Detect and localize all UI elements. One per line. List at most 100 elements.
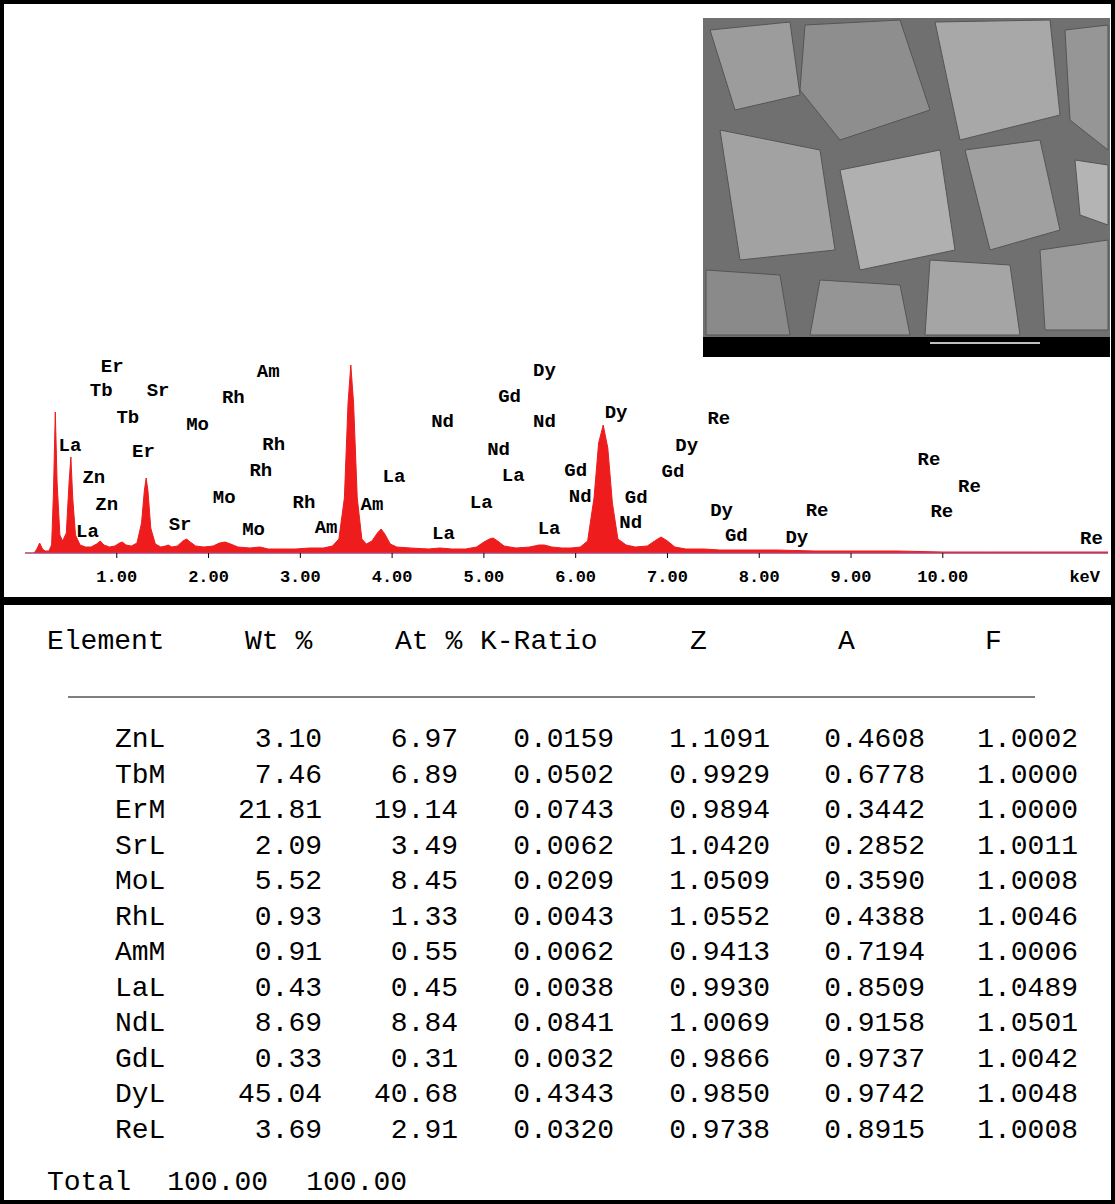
value-cell: 0.9894	[669, 795, 770, 826]
value-cell: 0.0320	[513, 1115, 614, 1146]
peak-label: La	[538, 518, 561, 540]
sem-grain	[935, 20, 1060, 140]
value-cell: 19.14	[374, 795, 458, 826]
x-tick-label: 8.00	[739, 568, 780, 587]
sem-grain	[1075, 160, 1108, 225]
value-cell: 0.0062	[513, 831, 614, 862]
peak-label: Dy	[785, 527, 808, 549]
x-tick	[942, 553, 943, 558]
value-cell: 3.49	[391, 831, 458, 862]
element-cell: NdL	[115, 1008, 165, 1039]
value-cell: 0.3590	[824, 866, 925, 897]
value-cell: 0.4608	[824, 724, 925, 755]
element-cell: ErM	[115, 795, 165, 826]
x-tick	[392, 553, 393, 558]
peak-label: La	[59, 435, 82, 457]
column-header: A	[838, 626, 855, 657]
value-cell: 0.0038	[513, 973, 614, 1004]
column-header: At %	[395, 626, 462, 657]
sem-grain	[800, 20, 930, 140]
peak-label: Re	[930, 501, 953, 523]
value-cell: 3.69	[255, 1115, 322, 1146]
value-cell: 0.9738	[669, 1115, 770, 1146]
value-cell: 1.33	[391, 902, 458, 933]
value-cell: 2.09	[255, 831, 322, 862]
value-cell: 0.33	[255, 1044, 322, 1075]
peak-label: La	[432, 523, 455, 545]
value-cell: 1.0552	[669, 902, 770, 933]
sem-scale-bar	[930, 342, 1040, 344]
x-axis-line	[25, 552, 1108, 554]
peak-label: Rh	[293, 492, 316, 514]
value-cell: 21.81	[238, 795, 322, 826]
value-cell: 0.91	[255, 937, 322, 968]
value-cell: 0.0062	[513, 937, 614, 968]
value-cell: 1.0000	[977, 795, 1078, 826]
peak-label: Re	[1080, 528, 1103, 550]
peak-label: Re	[918, 449, 941, 471]
peak-label: Gd	[625, 487, 648, 509]
peak-label: Er	[101, 356, 124, 378]
x-tick	[851, 553, 852, 558]
x-tick-label: 7.00	[647, 568, 688, 587]
peak-label: Nd	[487, 439, 510, 461]
peak-label: Tb	[116, 407, 139, 429]
x-tick-label: 2.00	[188, 568, 229, 587]
table: ElementWt %At %K-RatioZAFZnL3.106.970.01…	[47, 626, 1078, 1198]
peak-label: Gd	[564, 460, 587, 482]
value-cell: 0.8915	[824, 1115, 925, 1146]
value-cell: 0.43	[255, 973, 322, 1004]
value-cell: 0.6778	[824, 760, 925, 791]
sem-info-bar	[703, 337, 1110, 357]
x-tick-label: 3.00	[280, 568, 321, 587]
value-cell: 0.93	[255, 902, 322, 933]
element-cell: TbM	[115, 760, 165, 791]
value-cell: 0.0209	[513, 866, 614, 897]
value-cell: 0.3442	[824, 795, 925, 826]
value-cell: 1.0420	[669, 831, 770, 862]
value-cell: 8.45	[391, 866, 458, 897]
peak-label: Dy	[533, 360, 556, 382]
value-cell: 1.0008	[977, 866, 1078, 897]
peak-label: Rh	[262, 434, 285, 456]
x-tick	[300, 553, 301, 558]
peak-label: Re	[806, 500, 829, 522]
spectrum-area	[34, 365, 1108, 553]
value-cell: 0.0032	[513, 1044, 614, 1075]
total-label: Total	[47, 1167, 131, 1198]
value-cell: 5.52	[255, 866, 322, 897]
peak-label: Tb	[90, 380, 113, 402]
value-cell: 0.0841	[513, 1008, 614, 1039]
x-tick	[208, 553, 209, 558]
value-cell: 8.69	[255, 1008, 322, 1039]
value-cell: 1.0509	[669, 866, 770, 897]
sem-inset	[703, 18, 1110, 357]
x-axis-title: keV	[1069, 568, 1100, 587]
peak-label: Mo	[242, 519, 265, 541]
value-cell: 1.0000	[977, 760, 1078, 791]
value-cell: 0.45	[391, 973, 458, 1004]
x-tick	[759, 553, 760, 558]
value-cell: 1.0011	[977, 831, 1078, 862]
value-cell: 1.0048	[977, 1079, 1078, 1110]
value-cell: 0.9737	[824, 1044, 925, 1075]
value-cell: 0.7194	[824, 937, 925, 968]
sem-grain	[925, 260, 1020, 335]
peak-label: Gd	[725, 525, 748, 547]
peak-label: La	[502, 465, 525, 487]
value-cell: 0.9158	[824, 1008, 925, 1039]
x-tick-label: 6.00	[555, 568, 596, 587]
peak-label: Nd	[569, 486, 592, 508]
value-cell: 0.4343	[513, 1079, 614, 1110]
x-tick-label: 10.00	[917, 568, 968, 587]
element-cell: ReL	[115, 1115, 165, 1146]
x-tick-label: 9.00	[831, 568, 872, 587]
sem-grain	[1065, 25, 1108, 150]
peak-label: Nd	[619, 512, 642, 534]
peak-label: Dy	[710, 500, 733, 522]
x-tick	[483, 553, 484, 558]
value-cell: 0.55	[391, 937, 458, 968]
peak-label: Gd	[498, 386, 521, 408]
peak-label: Rh	[222, 387, 245, 409]
plot-area	[34, 365, 1108, 553]
